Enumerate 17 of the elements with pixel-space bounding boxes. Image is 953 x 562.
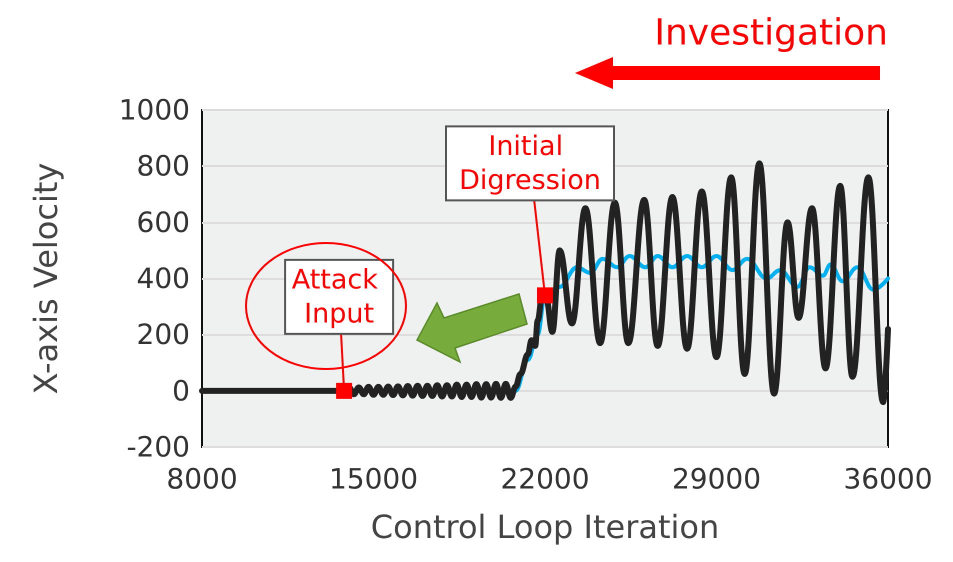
x-axis-title: Control Loop Iteration [370,508,720,546]
y-axis-title: X-axis Velocity [27,162,65,394]
x-tick-label: 36000 [843,462,933,496]
y-tick-label: 1000 [118,94,190,126]
y-tick-label: 0 [172,374,190,408]
x-tick-label: 22000 [500,462,590,496]
x-tick-label: 29000 [672,462,762,496]
y-tick-label: 400 [136,262,190,295]
y-tick-label: 200 [136,318,190,352]
x-tick-label: 8000 [166,462,238,496]
chart-title: Investigation [654,12,888,54]
y-tick-label: 600 [136,206,190,239]
annotation: Initial Digression [459,130,601,196]
annotation: Attack Input [292,264,386,330]
x-tick-label: 15000 [328,462,418,496]
y-tick-label: -200 [126,430,190,464]
y-tick-label: 800 [136,150,190,183]
